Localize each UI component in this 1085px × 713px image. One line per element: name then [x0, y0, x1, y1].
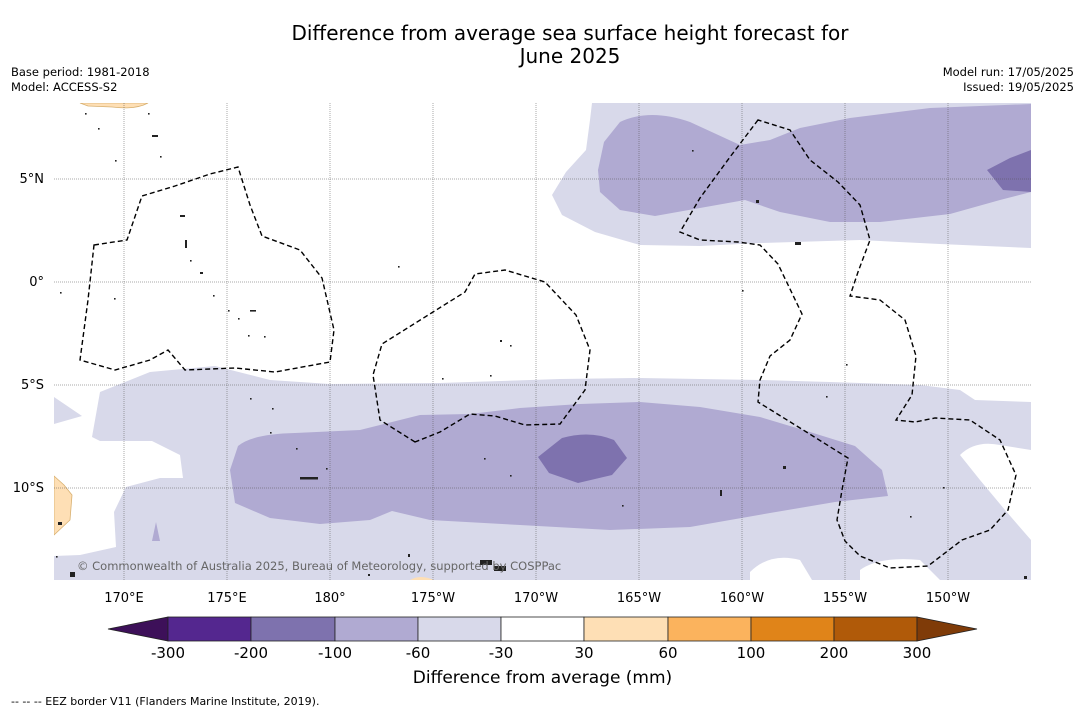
- colorbar-tick: -30: [489, 644, 514, 662]
- eez-border-tokelau: [372, 269, 591, 443]
- colorbar-seg-1: [167, 616, 252, 642]
- colorbar-seg-4: [417, 616, 502, 642]
- lon-label-180: 180°: [314, 591, 345, 606]
- colorbar-seg-3: [334, 616, 419, 642]
- lon-label-165w: 165°W: [617, 591, 661, 606]
- map-plot-area: [54, 103, 1031, 580]
- lat-labels: 5°N 0° 5°S 10°S: [13, 172, 44, 496]
- lon-label-150w: 150°W: [926, 591, 970, 606]
- model-name: Model: ACCESS-S2: [11, 80, 118, 94]
- colorbar-ticks: -300 -200 -100 -60 -30 30 60 100 200 300: [151, 644, 931, 662]
- colorbar-tick: -300: [151, 644, 185, 662]
- lon-labels: 170°E 175°E 180° 175°W 170°W 165°W 160°W…: [104, 591, 970, 606]
- colorbar: [107, 616, 978, 642]
- colorbar-tick: 200: [820, 644, 849, 662]
- lon-label-170e: 170°E: [104, 591, 144, 606]
- map-title: Difference from average sea surface heig…: [200, 22, 940, 68]
- lon-label-175w: 175°W: [411, 591, 455, 606]
- lon-label-160w: 160°W: [720, 591, 764, 606]
- anomaly-band-north-dark: [987, 150, 1031, 192]
- meta-right: Model run: 17/05/2025 Issued: 19/05/2025: [943, 65, 1074, 95]
- colorbar-tick: -60: [406, 644, 431, 662]
- colorbar-seg-6: [583, 616, 669, 642]
- positive-anomaly-patch-3: [410, 577, 434, 580]
- colorbar-tick: -200: [234, 644, 268, 662]
- map-title-line2: June 2025: [519, 44, 621, 68]
- base-period: Base period: 1981-2018: [11, 65, 150, 79]
- colorbar-seg-2: [250, 616, 336, 642]
- colorbar-tick: 300: [903, 644, 932, 662]
- model-run: Model run: 17/05/2025: [942, 65, 1074, 79]
- eez-borders: [79, 119, 1017, 569]
- colorbar-seg-7: [667, 616, 752, 642]
- lat-label-0: 0°: [29, 275, 44, 290]
- colorbar-seg-9: [833, 616, 918, 642]
- colorbar-arrow-left: [107, 616, 169, 642]
- colorbar-label: Difference from average (mm): [412, 668, 673, 688]
- islands: [56, 113, 1027, 579]
- positive-anomaly-patch-2: [54, 475, 73, 536]
- eez-border-kiribati-gilbert: [79, 166, 335, 373]
- colorbar-seg-8: [750, 616, 835, 642]
- lat-label-5n: 5°N: [20, 172, 45, 187]
- colorbar-arrow-right: [916, 616, 978, 642]
- colorbar-tick: 30: [574, 644, 593, 662]
- anomaly-band-south-dark: [538, 434, 627, 483]
- lat-label-10s: 10°S: [13, 481, 44, 496]
- issued-date: Issued: 19/05/2025: [963, 80, 1074, 94]
- eez-border-kiribati-line: [678, 119, 1017, 569]
- colorbar-tick: -100: [318, 644, 352, 662]
- copyright-text: © Commonwealth of Australia 2025, Bureau…: [77, 559, 561, 573]
- graticule: [54, 103, 1031, 580]
- colorbar-seg-5: [500, 616, 585, 642]
- anomaly-spot-small: [152, 522, 160, 541]
- eez-footnote: -- -- -- EEZ border V11 (Flanders Marine…: [11, 695, 320, 708]
- lat-label-5s: 5°S: [21, 378, 44, 393]
- colorbar-tick: 60: [658, 644, 677, 662]
- meta-left: Base period: 1981-2018 Model: ACCESS-S2: [11, 65, 150, 95]
- lon-label-155w: 155°W: [823, 591, 867, 606]
- lon-label-170w: 170°W: [514, 591, 558, 606]
- map-title-line1: Difference from average sea surface heig…: [291, 21, 849, 45]
- lon-label-175e: 175°E: [207, 591, 247, 606]
- near-average-pocket-2: [750, 557, 812, 580]
- colorbar-tick: 100: [737, 644, 766, 662]
- positive-anomaly-patch-1: [79, 103, 149, 109]
